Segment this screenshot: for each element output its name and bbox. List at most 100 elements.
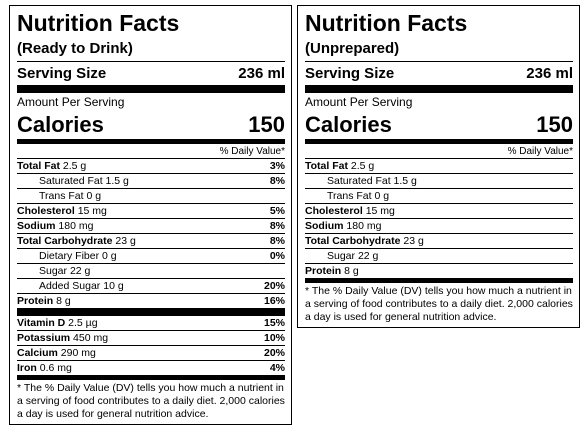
nutrition-label: Nutrition Facts (Ready to Drink) Serving S… (9, 5, 292, 425)
nutrient-amount: 180 mg (58, 220, 94, 232)
daily-value: 5% (269, 205, 285, 217)
nutrient-name: Sodium (17, 220, 56, 232)
subtitle: (Ready to Drink) (17, 36, 285, 62)
nutrient-amount: 8 g (344, 265, 359, 277)
nutrient-amount: 1.5 g (393, 175, 417, 187)
nutrient-name: Total Carbohydrate (305, 235, 401, 247)
calories-value: 150 (248, 112, 285, 137)
nutrient-amount: 1.5 g (105, 175, 129, 187)
nutrient-amount: 22 g (357, 250, 379, 262)
footnote: * The % Daily Value (DV) tells you how m… (305, 285, 573, 323)
nutrient-row: Trans Fat 0 g (305, 189, 573, 204)
serving-label: Serving Size (305, 65, 395, 82)
nutrient-amount: 450 mg (73, 332, 109, 344)
nutrient: Total Fat 2.5 g (305, 160, 374, 172)
nutrient-row: Protein 8 g 16% (17, 294, 285, 308)
nutrient: Sodium 180 mg (305, 220, 381, 232)
daily-value: 8% (269, 235, 285, 247)
nutrient: Sodium 180 mg (17, 220, 93, 232)
amount-per-serving: Amount Per Serving (17, 95, 125, 109)
serving-size: 236 ml (526, 65, 573, 82)
nutrient-row: Added Sugar 10 g 20% (17, 279, 285, 294)
daily-value: 4% (269, 362, 285, 374)
nutrition-label: Nutrition Facts (Unprepared) Serving Size 2… (297, 5, 580, 328)
divider (305, 278, 573, 283)
nutrient-row: Protein 8 g (305, 264, 573, 278)
calories-label: Calories (305, 112, 392, 137)
nutrient-name: Sugar (327, 250, 356, 262)
nutrient-amount: 0.6 mg (39, 362, 72, 374)
nutrient-row: Sugar 22 g (17, 264, 285, 279)
subtitle: (Unprepared) (305, 36, 573, 62)
daily-value: 20% (263, 347, 285, 359)
nutrient-name: Saturated Fat (39, 175, 103, 187)
nutrient-name: Trans Fat (327, 190, 372, 202)
nutrient-name: Cholesterol (17, 205, 75, 217)
nutrient-row: Cholesterol 15 mg 5% (17, 204, 285, 219)
nutrient: Potassium 450 mg (17, 332, 108, 344)
calories-value: 150 (536, 112, 573, 137)
nutrient: Iron 0.6 mg (17, 362, 72, 374)
amount-per-serving: Amount Per Serving (305, 95, 413, 109)
daily-value: 8% (269, 220, 285, 232)
serving-row: Serving Size 236 ml (17, 62, 285, 93)
nutrient-row: Cholesterol 15 mg (305, 204, 573, 219)
nutrient: Added Sugar 10 g (17, 280, 124, 292)
nutrient-amount: 0 g (86, 190, 102, 202)
nutrient-name: Total Carbohydrate (17, 235, 113, 247)
nutrient-name: Protein (305, 265, 342, 277)
nutrient-amount: 0 g (374, 190, 390, 202)
nutrient: Trans Fat 0 g (17, 190, 101, 202)
nutrient: Total Fat 2.5 g (17, 160, 86, 172)
nutrient: Trans Fat 0 g (305, 190, 389, 202)
nutrient-name: Dietary Fiber (39, 250, 100, 262)
nutrient: Dietary Fiber 0 g (17, 250, 117, 262)
nutrient: Calcium 290 mg (17, 347, 96, 359)
nutrient-amount: 15 mg (77, 205, 107, 217)
dv-header: % Daily Value* (305, 144, 573, 159)
nutrient-name: Sodium (305, 220, 344, 232)
nutrient: Total Carbohydrate 23 g (17, 235, 136, 247)
nutrient-row: Iron 0.6 mg 4% (17, 361, 285, 375)
nutrient-name: Cholesterol (305, 205, 363, 217)
nutrient: Protein 8 g (305, 265, 359, 277)
nutrient: Saturated Fat 1.5 g (17, 175, 129, 187)
nutrient: Sugar 22 g (305, 250, 378, 262)
nutrient-name: Calcium (17, 347, 58, 359)
nutrient-amount: 15 mg (365, 205, 395, 217)
nutrient-name: Iron (17, 362, 37, 374)
nutrient-amount: 2.5 g (62, 160, 87, 172)
footnote: * The % Daily Value (DV) tells you how m… (17, 382, 285, 420)
nutrient: Vitamin D 2.5 µg (17, 317, 98, 329)
serving-size: 236 ml (238, 65, 285, 82)
nutrient-name: Total Fat (305, 160, 348, 172)
nutrient-row: Total Fat 2.5 g (305, 159, 573, 174)
nutrient-name: Added Sugar (39, 280, 101, 292)
nutrient-row: Saturated Fat 1.5 g 8% (17, 174, 285, 189)
serving-label: Serving Size (17, 65, 107, 82)
calories-row: Calories 150 (17, 111, 285, 144)
nutrient-row: Saturated Fat 1.5 g (305, 174, 573, 189)
nutrient-amount: 0 g (102, 250, 117, 262)
serving-row: Serving Size 236 ml (305, 62, 573, 93)
divider (17, 375, 285, 380)
nutrient-name: Saturated Fat (327, 175, 391, 187)
nutrient: Sugar 22 g (17, 265, 90, 277)
nutrient: Protein 8 g (17, 295, 71, 307)
nutrient-row: Calcium 290 mg 20% (17, 346, 285, 361)
nutrient-name: Total Fat (17, 160, 60, 172)
nutrient: Total Carbohydrate 23 g (305, 235, 424, 247)
nutrient-name: Sugar (39, 265, 68, 277)
daily-value: 15% (263, 317, 285, 329)
nutrient-row: Potassium 450 mg 10% (17, 331, 285, 346)
daily-value: 3% (269, 160, 285, 172)
nutrient-amount: 2.5 µg (68, 317, 98, 329)
nutrient-amount: 23 g (115, 235, 136, 247)
dv-header: % Daily Value* (17, 144, 285, 159)
daily-value: 16% (263, 295, 285, 307)
daily-value: 0% (269, 250, 285, 262)
nutrient-row: Total Carbohydrate 23 g (305, 234, 573, 249)
nutrient-amount: 23 g (403, 235, 424, 247)
nutrient-row: Trans Fat 0 g (17, 189, 285, 204)
